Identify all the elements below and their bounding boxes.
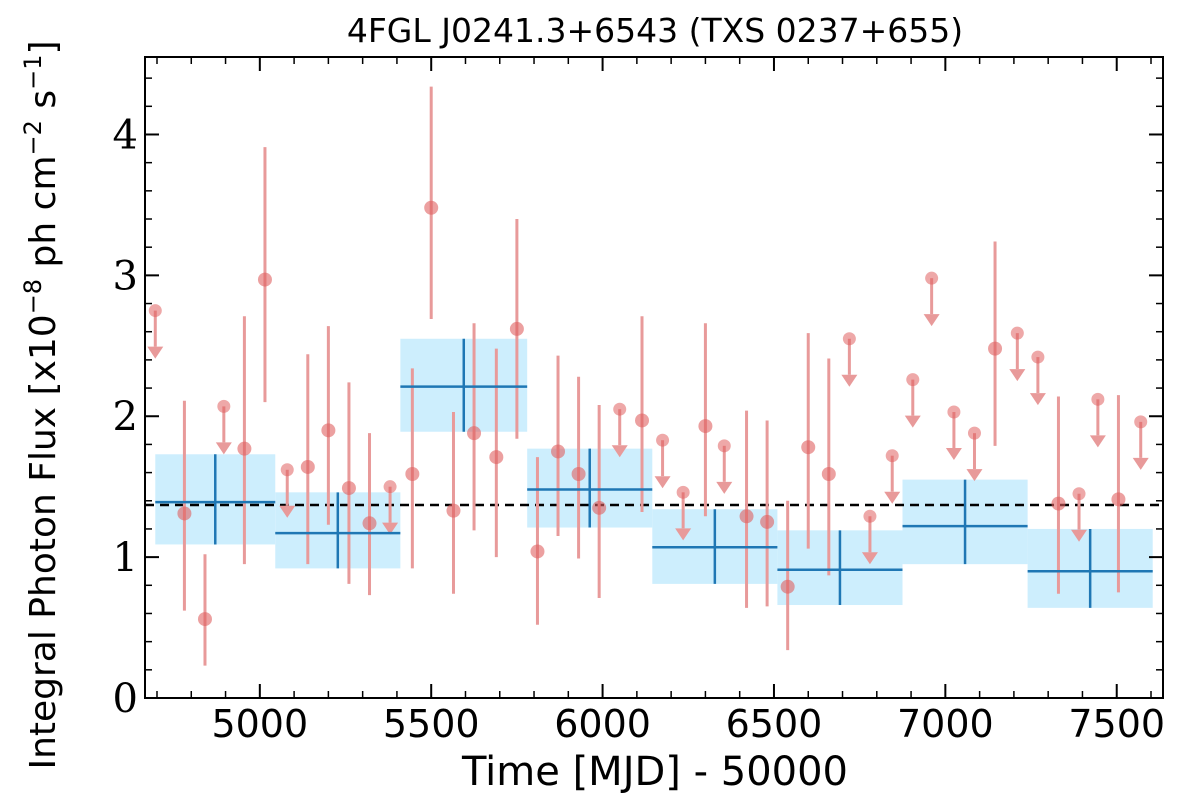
short-bin-point <box>635 413 650 428</box>
short-bin-point <box>760 514 775 529</box>
upper-limit-marker <box>947 405 961 419</box>
short-bin-point <box>321 423 336 438</box>
upper-limit-marker <box>967 426 981 440</box>
upper-limit-arrowhead <box>1132 457 1149 470</box>
upper-limit-arrowhead <box>675 528 692 541</box>
upper-limit-arrowhead <box>716 481 733 494</box>
short-bin-point <box>739 509 754 524</box>
upper-limit-marker <box>717 439 731 453</box>
chart-title: 4FGL J0241.3+6543 (TXS 0237+655) <box>347 11 963 50</box>
y-axis-label-exponent: −2 <box>19 120 47 155</box>
short-bin-point <box>489 450 504 465</box>
upper-limit-arrowhead <box>279 505 296 518</box>
y-axis-label-exponent: −8 <box>19 279 47 314</box>
upper-limit-arrowhead <box>945 448 962 461</box>
short-bin-point <box>300 459 315 474</box>
upper-limit-marker <box>217 399 231 413</box>
upper-limit-marker <box>656 433 670 447</box>
x-tick-label: 7000 <box>897 702 994 746</box>
upper-limit-arrowhead <box>861 552 878 565</box>
upper-limit-marker <box>383 480 397 494</box>
y-axis-label: Integral Photon Flux [x10−8 ph cm−2 s−1] <box>19 40 64 769</box>
y-axis-label-exponent: −1 <box>19 55 47 90</box>
short-bin-point <box>405 467 420 482</box>
upper-limit-arrowhead <box>884 491 901 504</box>
short-bin-point <box>780 579 795 594</box>
short-bin-point <box>592 500 607 515</box>
upper-limit-marker <box>1031 350 1045 364</box>
y-tick-label: 3 <box>113 253 138 299</box>
upper-limit-arrowhead <box>1009 369 1026 382</box>
short-bin-point <box>801 440 816 455</box>
upper-limit-marker <box>613 402 627 416</box>
x-axis-label: Time [MJD] - 50000 <box>461 749 848 795</box>
upper-limit-arrowhead <box>382 522 399 535</box>
y-axis-label-text: ph cm <box>23 155 64 278</box>
short-bin-point <box>467 426 482 441</box>
upper-limit-marker <box>925 271 939 285</box>
short-bin-point <box>551 444 566 459</box>
upper-limit-marker <box>863 509 877 523</box>
upper-limit-arrowhead <box>1089 435 1106 448</box>
short-bin-point <box>257 272 272 287</box>
short-bin-point <box>341 481 356 496</box>
upper-limit-arrowhead <box>611 445 628 458</box>
upper-limit-arrowhead <box>904 415 921 428</box>
upper-limit-arrowhead <box>923 314 940 327</box>
upper-limit-arrowhead <box>1029 393 1046 406</box>
x-tick-label: 6500 <box>726 702 823 746</box>
short-bin-point <box>1111 492 1126 507</box>
upper-limit-arrowhead <box>654 476 671 489</box>
short-bin-point <box>698 419 713 434</box>
upper-limit-marker <box>906 373 920 387</box>
short-bin-point <box>424 200 439 215</box>
upper-limit-marker <box>1091 392 1105 406</box>
y-tick-label: 2 <box>113 394 138 440</box>
x-tick-label: 6000 <box>554 702 651 746</box>
short-bin-point <box>362 516 377 531</box>
upper-limit-marker <box>842 332 856 346</box>
short-bin-point <box>177 506 192 521</box>
upper-limit-arrowhead <box>147 346 164 359</box>
upper-limit-marker <box>280 463 294 477</box>
upper-limit-arrowhead <box>215 442 232 455</box>
short-bin-point <box>197 612 212 627</box>
upper-limit-arrowhead <box>841 374 858 387</box>
y-axis-label-text: ] <box>23 40 64 54</box>
y-tick-label: 0 <box>113 676 138 722</box>
short-bin-point <box>509 321 524 336</box>
x-tick-label: 5500 <box>383 702 480 746</box>
short-bin-point <box>530 544 545 559</box>
short-bin-point <box>237 441 252 456</box>
upper-limit-marker <box>676 485 690 499</box>
short-bin-point <box>988 341 1003 356</box>
short-bin-point <box>571 467 586 482</box>
x-tick-label: 7500 <box>1068 702 1165 746</box>
y-axis-label-text: s <box>23 90 64 120</box>
y-tick-label: 4 <box>113 112 138 158</box>
short-bin-point <box>821 467 836 482</box>
upper-limit-marker <box>1072 487 1086 501</box>
short-bin-point <box>1051 496 1066 511</box>
y-axis-label-text: Integral Photon Flux [x10 <box>23 314 64 769</box>
plot-area: 5000 5500 6000 6500 7000 7500 0 1 2 3 4 <box>113 56 1165 746</box>
plot-frame <box>144 56 1164 699</box>
y-tick-label: 1 <box>113 535 138 581</box>
upper-limit-arrowhead <box>966 469 983 482</box>
upper-limit-marker <box>1010 326 1024 340</box>
upper-limit-marker <box>148 304 162 318</box>
upper-limit-arrowhead <box>1071 529 1088 542</box>
x-tick-label: 5000 <box>211 702 308 746</box>
upper-limit-marker <box>885 449 899 463</box>
upper-limit-marker <box>1134 415 1148 429</box>
short-bin-point <box>446 503 461 518</box>
